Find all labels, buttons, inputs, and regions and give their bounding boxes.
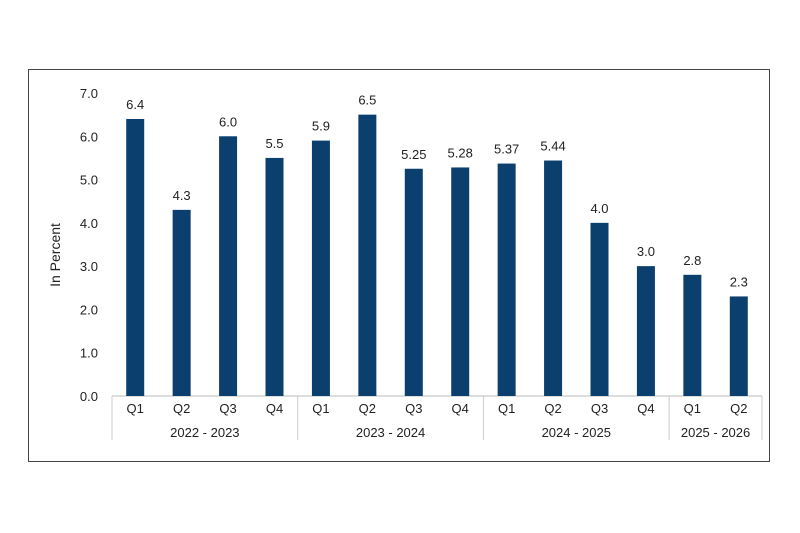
- group-label: 2024 - 2025: [542, 425, 611, 440]
- group-label: 2023 - 2024: [356, 425, 425, 440]
- bar-value-label: 5.9: [312, 119, 330, 134]
- bar-value-label: 4.0: [590, 201, 608, 216]
- bar-value-label: 5.44: [540, 139, 565, 154]
- category-label: Q1: [684, 401, 701, 416]
- bar-value-label: 3.0: [637, 244, 655, 259]
- y-tick-label: 4.0: [80, 216, 98, 231]
- category-label: Q2: [730, 401, 747, 416]
- category-labels: Q1 Q2 Q3 Q4 Q1 Q2 Q3 Q4 Q1 Q2 Q3 Q4 Q1 Q2: [127, 401, 748, 416]
- category-label: Q2: [544, 401, 561, 416]
- bar-value-label: 5.25: [401, 147, 426, 162]
- y-tick-label: 2.0: [80, 302, 98, 317]
- category-label: Q4: [637, 401, 654, 416]
- y-axis-ticks: 0.0 1.0 2.0 3.0 4.0 5.0 6.0 7.0: [80, 86, 98, 404]
- bar-value-label: 4.3: [173, 188, 191, 203]
- category-label: Q2: [173, 401, 190, 416]
- bar: [219, 136, 238, 397]
- bars: [126, 114, 748, 397]
- category-label: Q3: [405, 401, 422, 416]
- bar-value-labels: 6.4 4.3 6.0 5.5 5.9 6.5 5.25 5.28 5.37 5.44 4.0 3.0…: [126, 93, 748, 290]
- category-label: Q1: [498, 401, 515, 416]
- category-label: Q1: [312, 401, 329, 416]
- category-label: Q3: [219, 401, 236, 416]
- y-tick-label: 7.0: [80, 86, 98, 101]
- bar: [497, 163, 516, 396]
- group-labels: 2022 - 2023 2023 - 2024 2024 - 2025 2025 - …: [170, 425, 750, 440]
- bar-value-label: 6.5: [358, 93, 376, 108]
- bar-value-label: 2.8: [683, 253, 701, 268]
- bar: [358, 114, 377, 397]
- group-label: 2022 - 2023: [170, 425, 239, 440]
- y-tick-label: 1.0: [80, 346, 98, 361]
- y-tick-label: 6.0: [80, 129, 98, 144]
- y-axis-title: In Percent: [47, 223, 63, 287]
- bar-value-label: 6.0: [219, 114, 237, 129]
- bar: [311, 140, 330, 396]
- bar: [172, 209, 191, 396]
- bar: [636, 266, 655, 396]
- y-tick-label: 3.0: [80, 259, 98, 274]
- bar-value-label: 5.37: [494, 142, 519, 157]
- bar-value-label: 2.3: [730, 274, 748, 289]
- category-label: Q4: [452, 401, 469, 416]
- bar-value-label: 5.28: [448, 145, 473, 160]
- bar: [683, 274, 702, 396]
- y-tick-label: 0.0: [80, 389, 98, 404]
- bar-value-label: 6.4: [126, 97, 144, 112]
- category-label: Q3: [591, 401, 608, 416]
- bar: [126, 118, 145, 396]
- y-tick-label: 5.0: [80, 173, 98, 188]
- bar: [451, 167, 470, 396]
- category-label: Q2: [359, 401, 376, 416]
- bar: [590, 222, 609, 396]
- bar: [265, 157, 284, 396]
- bar: [404, 168, 423, 396]
- bar: [544, 160, 563, 396]
- bar: [729, 296, 748, 396]
- category-label: Q4: [266, 401, 283, 416]
- category-label: Q1: [127, 401, 144, 416]
- group-label: 2025 - 2026: [681, 425, 750, 440]
- bar-value-label: 5.5: [265, 136, 283, 151]
